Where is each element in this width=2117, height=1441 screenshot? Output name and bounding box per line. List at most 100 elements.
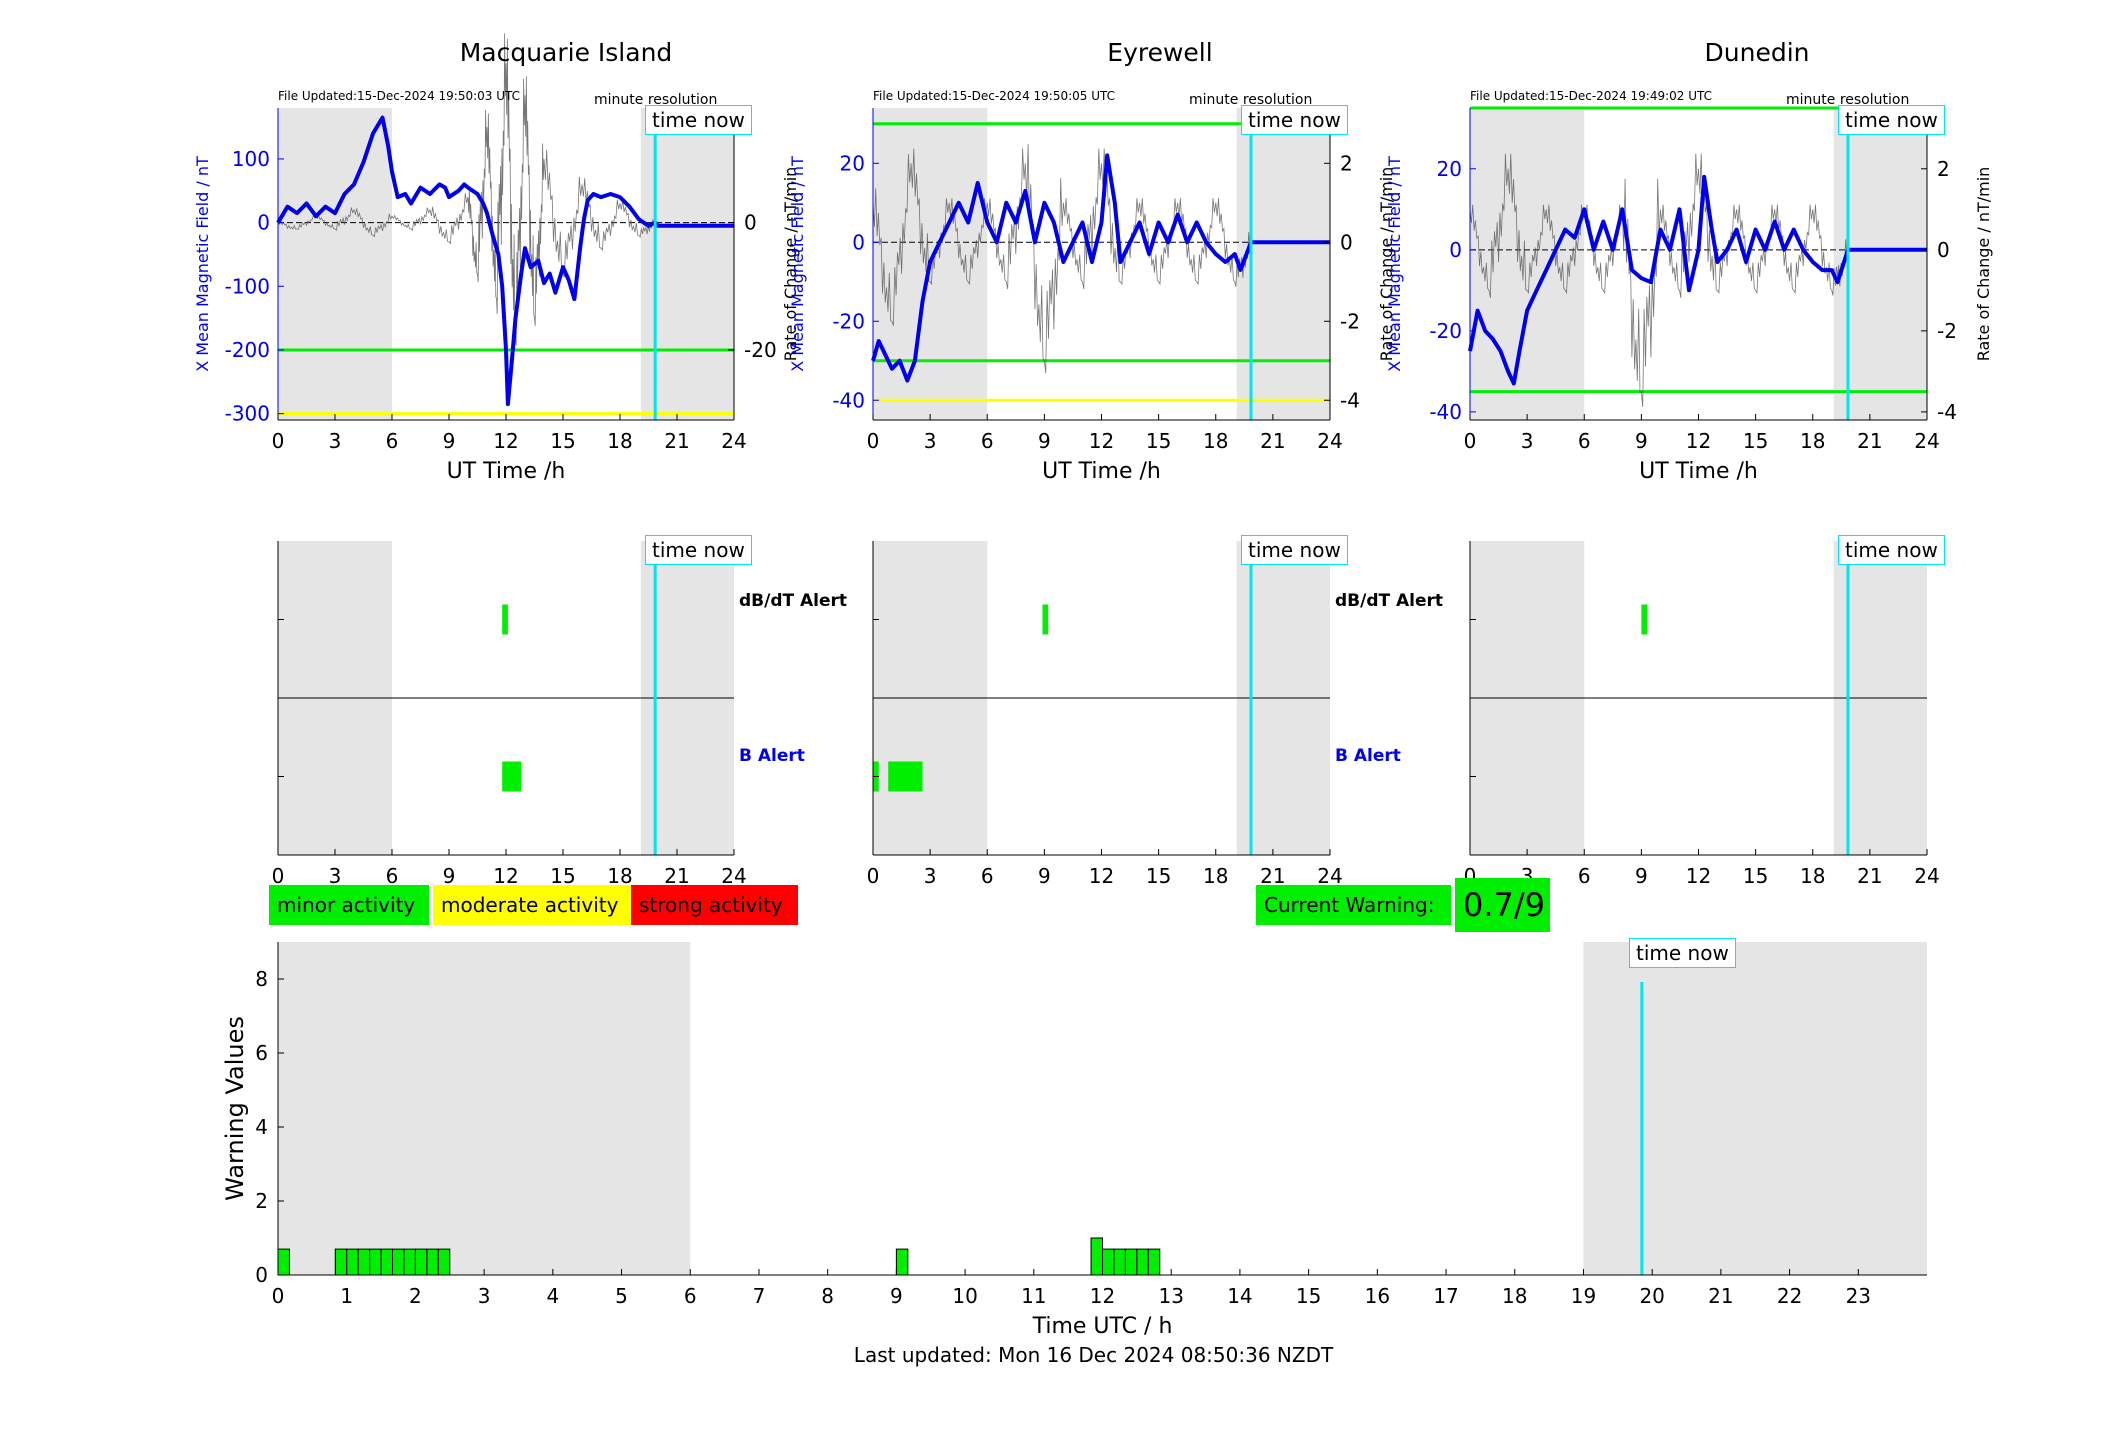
- file-updated-macquarie: File Updated:15-Dec-2024 19:50:03 UTC: [278, 89, 521, 103]
- x-tick-label: 13: [1158, 1284, 1183, 1308]
- y-tick-label: 8: [255, 967, 268, 991]
- y-tick-label-right: 2: [1340, 151, 1353, 175]
- rate-of-change-series: [1469, 153, 1848, 408]
- minute-resolution-macquarie: minute resolution: [594, 92, 718, 108]
- x-tick-label: 6: [981, 429, 994, 453]
- y-axis-label: Warning Values: [221, 1016, 249, 1201]
- x-tick-label: 18: [1502, 1284, 1527, 1308]
- shaded-region: [1583, 942, 1927, 1275]
- x-tick-label: 18: [1203, 864, 1228, 888]
- file-updated-eyrewell: File Updated:15-Dec-2024 19:50:05 UTC: [873, 89, 1116, 103]
- file-updated-dunedin: File Updated:15-Dec-2024 19:49:02 UTC: [1470, 89, 1713, 103]
- current-warning-label: Current Warning:: [1256, 885, 1451, 925]
- time-now-label: time now: [1241, 535, 1348, 565]
- x-tick-label: 21: [1857, 864, 1882, 888]
- x-tick-label: 15: [1296, 1284, 1321, 1308]
- b-alert-mark: [502, 761, 522, 792]
- magnetic-field-series: [1468, 174, 1927, 386]
- x-tick-label: 15: [550, 864, 575, 888]
- warning-bar: [392, 1248, 405, 1276]
- x-tick-label: 15: [1146, 864, 1171, 888]
- dbdt-alert-mark: [1042, 604, 1049, 635]
- y-tick-label-left: -300: [225, 402, 270, 426]
- y-tick-label-right: 0: [1937, 238, 1950, 262]
- x-tick-label: 21: [1857, 429, 1882, 453]
- x-tick-label: 14: [1227, 1284, 1252, 1308]
- x-tick-label: 12: [493, 864, 518, 888]
- x-tick-label: 22: [1777, 1284, 1802, 1308]
- x-tick-label: 24: [1317, 429, 1342, 453]
- time-now-label: time now: [1838, 535, 1945, 565]
- warning-bar: [369, 1248, 382, 1276]
- warning-bar: [403, 1248, 416, 1276]
- x-tick-label: 9: [443, 429, 456, 453]
- y-axis-label-left: X Mean Magnetic Field / nT: [788, 156, 807, 372]
- x-tick-label: 9: [443, 864, 456, 888]
- b-alert-label: B Alert: [739, 746, 805, 766]
- y-axis-label-left: X Mean Magnetic Field / nT: [1385, 156, 1404, 372]
- x-tick-label: 4: [546, 1284, 559, 1308]
- warning-values-chart: 0 1 2 3 4 5 6 7 8 9 10 11 12 13 14 15 16 17 18 19 20 21 22 2302…: [221, 942, 1927, 1339]
- x-tick-label: 6: [386, 864, 399, 888]
- x-tick-label: 7: [753, 1284, 766, 1308]
- magnetic-field-series: [871, 153, 1330, 383]
- x-tick-label: 12: [1686, 864, 1711, 888]
- last-updated: Last updated: Mon 16 Dec 2024 08:50:36 N…: [853, 1343, 1334, 1367]
- x-tick-label: 12: [493, 429, 518, 453]
- station-title-eyrewell: Eyrewell: [1107, 38, 1213, 67]
- x-tick-label: 12: [1089, 864, 1114, 888]
- warning-bar: [1113, 1248, 1126, 1276]
- legend-strong-activity: strong activity: [631, 885, 798, 925]
- station-title-macquarie: Macquarie Island: [459, 38, 673, 67]
- x-tick-label: 5: [615, 1284, 628, 1308]
- time-now-label: time now: [645, 105, 752, 135]
- warning-bar: [357, 1248, 371, 1276]
- x-tick-label: 24: [1914, 429, 1939, 453]
- x-tick-label: 10: [952, 1284, 977, 1308]
- dbdt-alert-mark: [1641, 604, 1648, 635]
- b-alert-label: B Alert: [1335, 746, 1401, 766]
- warning-bar: [1090, 1237, 1103, 1276]
- x-tick-label: 6: [981, 864, 994, 888]
- x-tick-label: 21: [1260, 429, 1285, 453]
- alert-panel-dunedin: 0 3 6 9 12 15 18 21 24: [1464, 541, 1940, 888]
- x-tick-label: 3: [478, 1284, 491, 1308]
- x-tick-label: 6: [684, 1284, 697, 1308]
- warning-bar: [414, 1248, 428, 1276]
- x-tick-label: 11: [1021, 1284, 1046, 1308]
- y-tick-label: 0: [255, 1263, 268, 1287]
- x-tick-label: 3: [329, 429, 342, 453]
- y-tick-label-right: -2: [1937, 319, 1957, 343]
- x-tick-label: 0: [272, 429, 285, 453]
- x-tick-label: 12: [1090, 1284, 1115, 1308]
- x-tick-label: 12: [1089, 429, 1114, 453]
- y-tick-label-left: 0: [1449, 238, 1462, 262]
- x-axis-label: UT Time /h: [447, 459, 566, 484]
- y-tick-label-left: -40: [832, 388, 865, 412]
- dbdt-alert-label: dB/dT Alert: [739, 591, 848, 611]
- y-axis-label-right: Rate of Change / nT/min: [1974, 167, 1993, 362]
- x-tick-label: 3: [329, 864, 342, 888]
- x-tick-label: 9: [890, 1284, 903, 1308]
- y-axis-label-left: X Mean Magnetic Field / nT: [193, 156, 212, 372]
- warning-bar: [437, 1248, 451, 1276]
- x-tick-label: 2: [409, 1284, 422, 1308]
- x-tick-label: 18: [607, 429, 632, 453]
- x-tick-label: 21: [664, 864, 689, 888]
- x-tick-label: 0: [867, 864, 880, 888]
- x-tick-label: 3: [924, 864, 937, 888]
- x-tick-label: 9: [1038, 429, 1051, 453]
- x-tick-label: 15: [550, 429, 575, 453]
- warning-bar: [895, 1248, 909, 1276]
- x-tick-label: 24: [1914, 864, 1939, 888]
- minute-resolution-dunedin: minute resolution: [1786, 92, 1910, 108]
- y-tick-label-left: -20: [832, 309, 865, 333]
- x-tick-label: 6: [386, 429, 399, 453]
- minute-resolution-eyrewell: minute resolution: [1189, 92, 1313, 108]
- x-tick-label: 20: [1639, 1284, 1664, 1308]
- y-tick-label-left: -100: [225, 274, 270, 298]
- y-axis-label-right: Rate of Change / nT/min: [781, 167, 800, 362]
